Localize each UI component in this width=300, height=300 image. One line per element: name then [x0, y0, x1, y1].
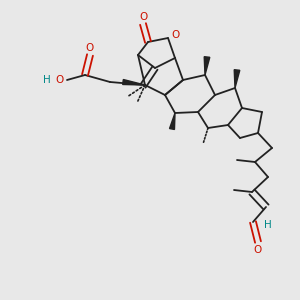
Text: H: H: [43, 75, 51, 85]
Text: O: O: [86, 43, 94, 53]
Polygon shape: [204, 57, 210, 75]
Polygon shape: [169, 113, 175, 130]
Text: H: H: [264, 220, 272, 230]
Text: O: O: [139, 12, 147, 22]
Text: O: O: [172, 30, 180, 40]
Polygon shape: [234, 70, 240, 88]
Text: O: O: [55, 75, 63, 85]
Polygon shape: [123, 80, 145, 85]
Text: O: O: [254, 245, 262, 255]
